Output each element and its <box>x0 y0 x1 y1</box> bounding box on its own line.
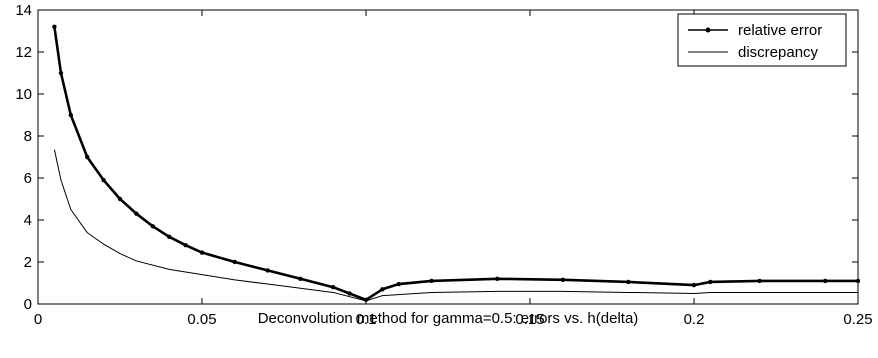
x-tick-label: 0.05 <box>187 311 216 328</box>
data-point-relative-error <box>199 250 205 255</box>
series-line-relative-error <box>53 26 858 302</box>
legend-label-relative-error: relative error <box>738 22 822 39</box>
data-point-relative-error <box>855 278 861 284</box>
data-point-relative-error <box>560 277 565 283</box>
x-tick-label: 0 <box>34 311 42 328</box>
y-tick-label: 4 <box>24 212 32 229</box>
y-axis: 0 2 4 6 8 10 12 14 <box>15 2 858 313</box>
x-axis: 0 0.05 0.1 0.15 0.2 0.25 <box>34 10 873 328</box>
data-point-relative-error <box>823 278 828 284</box>
data-point-relative-error <box>150 224 155 229</box>
data-point-relative-error <box>85 154 90 160</box>
x-axis-label: Deconvolution method for gamma=0.5: erro… <box>258 310 639 327</box>
data-point-relative-error <box>331 285 336 290</box>
y-tick-label: 14 <box>15 2 32 19</box>
legend-box <box>677 13 847 67</box>
plot-frame <box>37 9 859 305</box>
legend-label-discrepancy: discrepancy <box>738 44 819 61</box>
data-point-relative-error <box>429 278 434 284</box>
data-point-relative-error <box>58 70 64 76</box>
data-point-relative-error <box>52 24 57 29</box>
data-point-relative-error <box>495 276 500 281</box>
legend-marker-relative-error <box>705 27 711 33</box>
y-tick-label: 12 <box>15 44 32 61</box>
x-tick-label: 0.25 <box>843 311 872 328</box>
data-point-relative-error <box>298 276 303 281</box>
data-point-relative-error <box>167 234 172 239</box>
x-tick-label: 0.15 <box>515 311 544 328</box>
y-tick-label: 0 <box>24 296 32 313</box>
x-tick-label: 0.1 <box>356 311 377 328</box>
y-tick-label: 8 <box>24 128 32 145</box>
data-point-relative-error <box>347 291 352 296</box>
data-point-relative-error <box>101 177 106 183</box>
x-tick-label: 0.2 <box>684 311 705 328</box>
data-point-relative-error <box>232 259 237 265</box>
data-point-relative-error <box>708 279 713 285</box>
data-point-relative-error <box>117 196 123 202</box>
series-group <box>52 24 861 302</box>
data-point-relative-error <box>183 243 188 248</box>
series-line-discrepancy <box>53 149 858 302</box>
data-point-relative-error <box>396 281 401 287</box>
data-point-relative-error <box>626 279 631 285</box>
data-point-relative-error <box>691 282 697 288</box>
data-point-relative-error <box>265 268 270 273</box>
y-tick-label: 10 <box>15 86 32 103</box>
y-tick-label: 2 <box>24 254 32 271</box>
data-point-relative-error <box>380 287 385 292</box>
data-point-relative-error <box>757 278 762 284</box>
y-tick-label: 6 <box>24 170 32 187</box>
data-point-relative-error <box>68 112 74 118</box>
data-point-relative-error <box>134 211 139 216</box>
legend: relative error discrepancy <box>677 13 847 67</box>
